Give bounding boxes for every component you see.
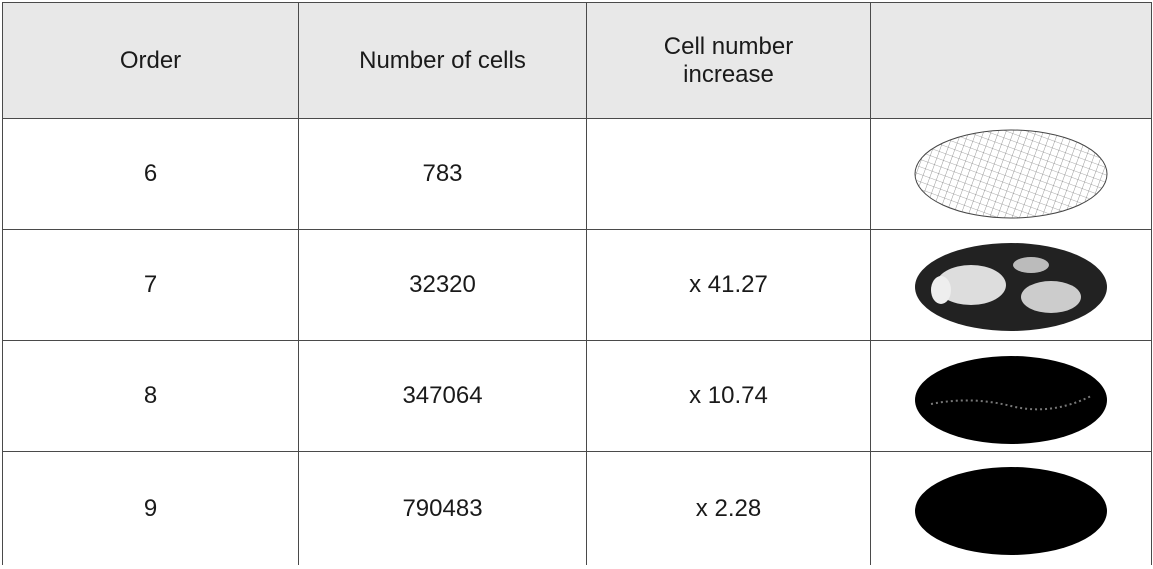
map-cell xyxy=(871,230,1152,341)
row: 9 790483 x 2.28 xyxy=(3,452,1152,566)
sky-map xyxy=(911,459,1111,559)
increase-cell: x 41.27 xyxy=(587,230,871,341)
increase-cell xyxy=(587,119,871,230)
cells-cell: 32320 xyxy=(299,230,587,341)
sky-map xyxy=(911,126,1111,222)
map-cell xyxy=(871,452,1152,566)
page: Order Number of cells Cell number increa… xyxy=(0,0,1153,569)
map-cell xyxy=(871,119,1152,230)
header-cell: Order xyxy=(3,3,299,119)
sky-map xyxy=(911,346,1111,446)
increase-cell: x 10.74 xyxy=(587,341,871,452)
increase-cell: x 2.28 xyxy=(587,452,871,566)
header-cell xyxy=(871,3,1152,119)
row: 7 32320 x 41.27 xyxy=(3,230,1152,341)
map-cell xyxy=(871,341,1152,452)
cells-cell: 347064 xyxy=(299,341,587,452)
order-cell: 8 xyxy=(3,341,299,452)
header-cell: Number of cells xyxy=(299,3,587,119)
cells-cell: 783 xyxy=(299,119,587,230)
order-cell: 9 xyxy=(3,452,299,566)
header-text: Cell number increase xyxy=(634,33,824,89)
row: 8 347064 x 10.74 xyxy=(3,341,1152,452)
order-cell: 6 xyxy=(3,119,299,230)
order-cell: 7 xyxy=(3,230,299,341)
header-row: Order Number of cells Cell number increa… xyxy=(3,3,1152,119)
header-cell: Cell number increase xyxy=(587,3,871,119)
cells-cell: 790483 xyxy=(299,452,587,566)
sky-map xyxy=(911,235,1111,335)
row: 6 783 xyxy=(3,119,1152,230)
order-table: Order Number of cells Cell number increa… xyxy=(2,2,1152,565)
